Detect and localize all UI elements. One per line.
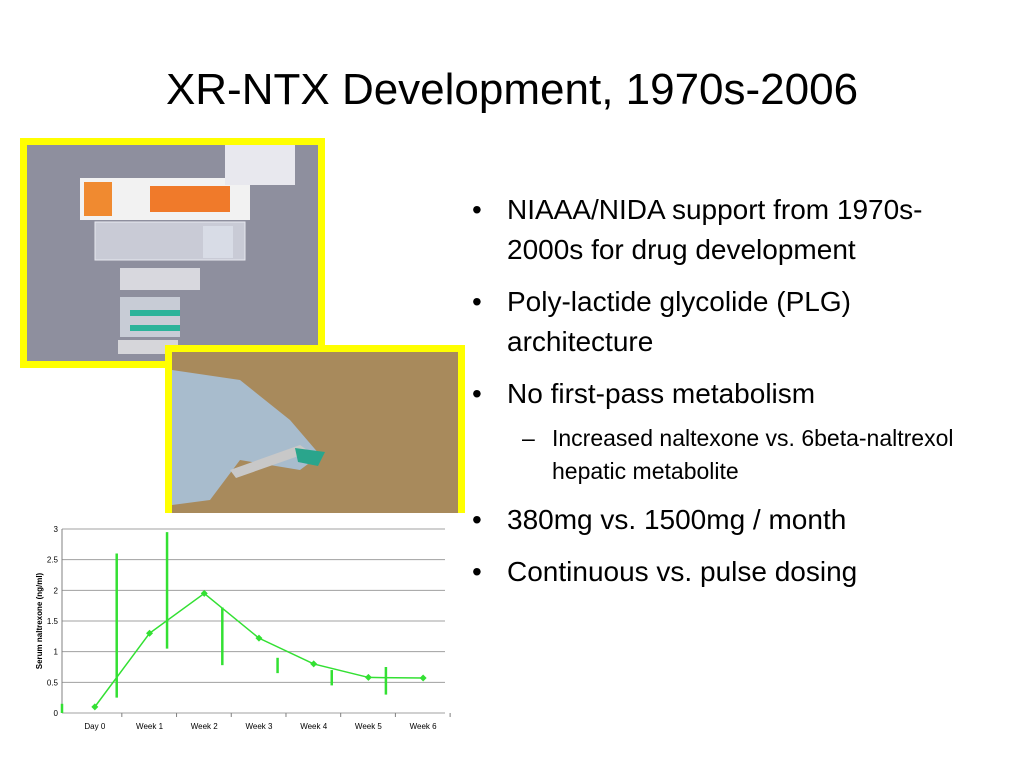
sub-bullet: Increased naltexone vs. 6beta-naltrexol … — [470, 422, 970, 488]
bullet: Poly-lactide glycolide (PLG) architectur… — [470, 282, 970, 362]
slide-title: XR-NTX Development, 1970s-2006 — [165, 65, 859, 114]
data-point — [310, 660, 318, 668]
photo-injection — [165, 345, 465, 513]
x-tick-label: Week 5 — [355, 722, 383, 731]
y-axis-label: Serum naltrexone (ng/ml) — [35, 572, 44, 669]
x-tick-label: Week 1 — [136, 722, 164, 731]
y-tick-label: 1.5 — [47, 617, 59, 626]
chart: 0 0.5 1 1.5 2 2.5 3 Day 0 Week 1 Week 2 Week 3 Week… — [35, 525, 451, 731]
bullet: 380mg vs. 1500mg / month — [470, 500, 970, 540]
chart-area — [28, 520, 452, 745]
x-tick-label: Day 0 — [84, 722, 105, 731]
x-tick-label: Week 2 — [191, 722, 219, 731]
data-point — [91, 703, 99, 711]
bullet: NIAAA/NIDA support from 1970s-2000s for … — [470, 190, 970, 270]
y-tick-label: 0 — [54, 709, 59, 718]
bullet: No first-pass metabolism — [470, 374, 970, 414]
y-tick-label: 2 — [54, 586, 59, 595]
bullet-list: NIAAA/NIDA support from 1970s-2000s for … — [470, 190, 970, 604]
data-point — [364, 673, 372, 681]
data-point — [200, 589, 208, 597]
x-tick-label: Week 6 — [410, 722, 438, 731]
y-tick-label: 3 — [54, 525, 59, 534]
photo-kit — [20, 138, 325, 368]
data-point — [419, 674, 427, 682]
y-tick-label: 1 — [54, 648, 59, 657]
x-tick-label: Week 3 — [245, 722, 273, 731]
y-tick-label: 2.5 — [47, 556, 59, 565]
x-tick-label: Week 4 — [300, 722, 328, 731]
data-point — [255, 634, 263, 642]
y-tick-label: 0.5 — [47, 678, 59, 687]
bullet: Continuous vs. pulse dosing — [470, 552, 970, 592]
data-point — [146, 629, 154, 637]
